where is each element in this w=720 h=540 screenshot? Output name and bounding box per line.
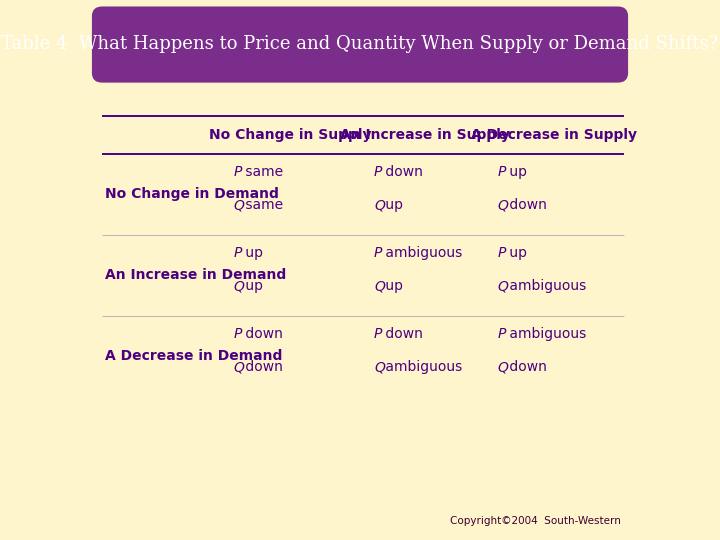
Text: ambiguous: ambiguous <box>382 360 462 374</box>
Text: No Change in Supply: No Change in Supply <box>209 128 371 142</box>
Text: up: up <box>241 246 263 260</box>
Text: Q: Q <box>498 198 508 212</box>
Text: An Increase in Supply: An Increase in Supply <box>340 128 510 142</box>
Text: down: down <box>382 327 423 341</box>
Text: No Change in Demand: No Change in Demand <box>105 187 279 201</box>
Text: ambiguous: ambiguous <box>505 327 586 341</box>
Text: Q: Q <box>234 360 245 374</box>
Text: P: P <box>374 246 382 260</box>
Text: Q: Q <box>374 360 385 374</box>
Text: ambiguous: ambiguous <box>382 246 462 260</box>
Text: P: P <box>498 246 505 260</box>
Text: Q: Q <box>498 279 508 293</box>
Text: down: down <box>505 198 546 212</box>
Text: down: down <box>241 327 283 341</box>
Text: down: down <box>505 360 546 374</box>
Text: A Decrease in Demand: A Decrease in Demand <box>105 349 282 363</box>
Text: Q: Q <box>498 360 508 374</box>
FancyBboxPatch shape <box>92 6 628 83</box>
Text: An Increase in Demand: An Increase in Demand <box>105 268 286 282</box>
Text: P: P <box>234 327 242 341</box>
Text: down: down <box>382 165 423 179</box>
Text: Q: Q <box>234 198 245 212</box>
Text: A Decrease in Supply: A Decrease in Supply <box>470 128 636 142</box>
Text: ambiguous: ambiguous <box>505 279 586 293</box>
Text: Q: Q <box>234 279 245 293</box>
Text: up: up <box>382 198 403 212</box>
Text: up: up <box>505 246 527 260</box>
Text: P: P <box>498 327 505 341</box>
Text: same: same <box>241 165 283 179</box>
Text: P: P <box>234 165 242 179</box>
Text: same: same <box>241 198 283 212</box>
Text: up: up <box>382 279 403 293</box>
Text: P: P <box>234 246 242 260</box>
Text: up: up <box>241 279 263 293</box>
Text: Table 4  What Happens to Price and Quantity When Supply or Demand Shifts?: Table 4 What Happens to Price and Quanti… <box>1 35 719 53</box>
Text: up: up <box>505 165 527 179</box>
Text: P: P <box>374 327 382 341</box>
Text: down: down <box>241 360 283 374</box>
Text: Copyright©2004  South-Western: Copyright©2004 South-Western <box>450 516 621 526</box>
Text: P: P <box>498 165 505 179</box>
Text: P: P <box>374 165 382 179</box>
Text: Q: Q <box>374 198 385 212</box>
Text: Q: Q <box>374 279 385 293</box>
